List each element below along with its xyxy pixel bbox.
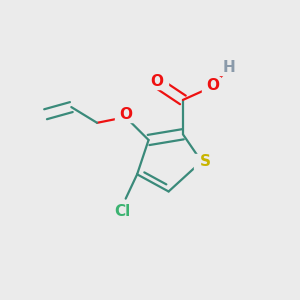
Text: H: H — [222, 59, 235, 74]
Text: Cl: Cl — [115, 204, 131, 219]
Text: O: O — [119, 107, 132, 122]
Text: O: O — [151, 74, 164, 89]
Polygon shape — [115, 106, 136, 122]
Polygon shape — [146, 74, 168, 89]
Polygon shape — [194, 154, 216, 169]
Text: O: O — [206, 78, 219, 93]
Polygon shape — [202, 78, 224, 93]
Polygon shape — [112, 204, 134, 219]
Polygon shape — [218, 59, 240, 75]
Text: S: S — [200, 154, 210, 169]
